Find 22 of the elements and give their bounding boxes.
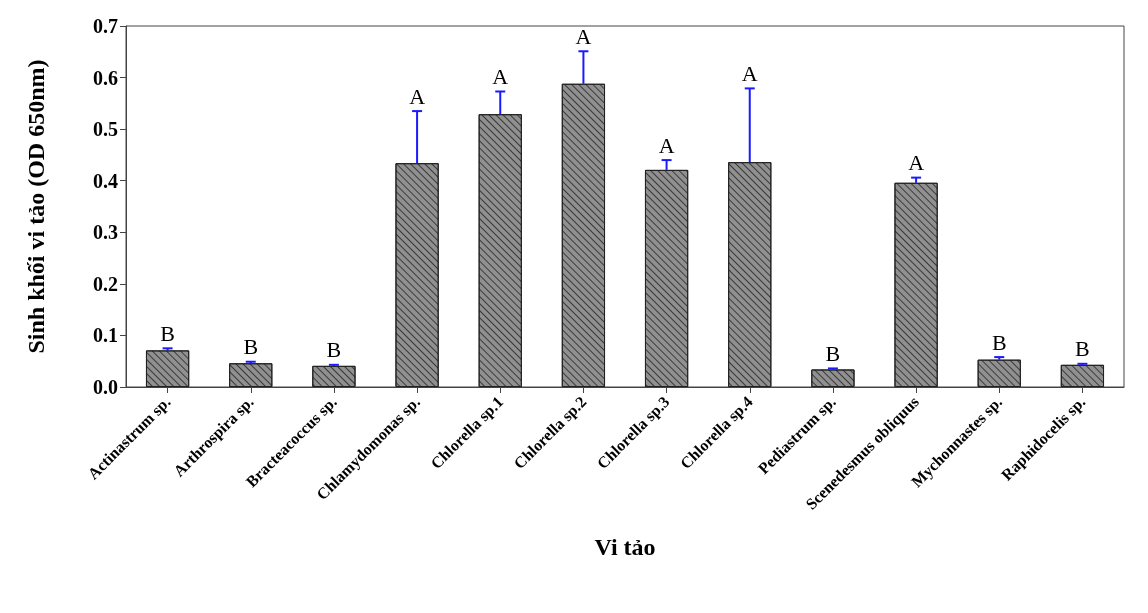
annotation: A: [741, 60, 758, 86]
annotation: A: [492, 64, 509, 89]
y-tick-label: 0.7: [93, 15, 118, 37]
y-tick-label: 0.6: [93, 66, 118, 89]
annotation: B: [326, 337, 342, 363]
y-tick-label: 0.4: [93, 169, 118, 192]
annotation: A: [409, 83, 426, 109]
annotation: B: [1075, 336, 1090, 362]
y-axis-title: Sinh khối vi tảo (OD 650nm): [23, 59, 49, 354]
y-tick-label: 0.3: [93, 221, 118, 244]
text: 0.0: [93, 376, 118, 398]
annotation: B: [825, 340, 841, 366]
annotation: A: [908, 150, 925, 176]
annotation: B: [991, 329, 1007, 355]
annotation: A: [575, 23, 592, 49]
x-axis-title: Vi tảo: [594, 534, 656, 560]
y-tick-label: 0.1: [93, 324, 118, 347]
annotation: B: [160, 320, 175, 346]
annotation: B: [243, 334, 259, 360]
y-tick-label: 0.5: [93, 118, 118, 141]
annotation: A: [658, 132, 675, 158]
y-tick-label: 0.2: [93, 272, 118, 295]
